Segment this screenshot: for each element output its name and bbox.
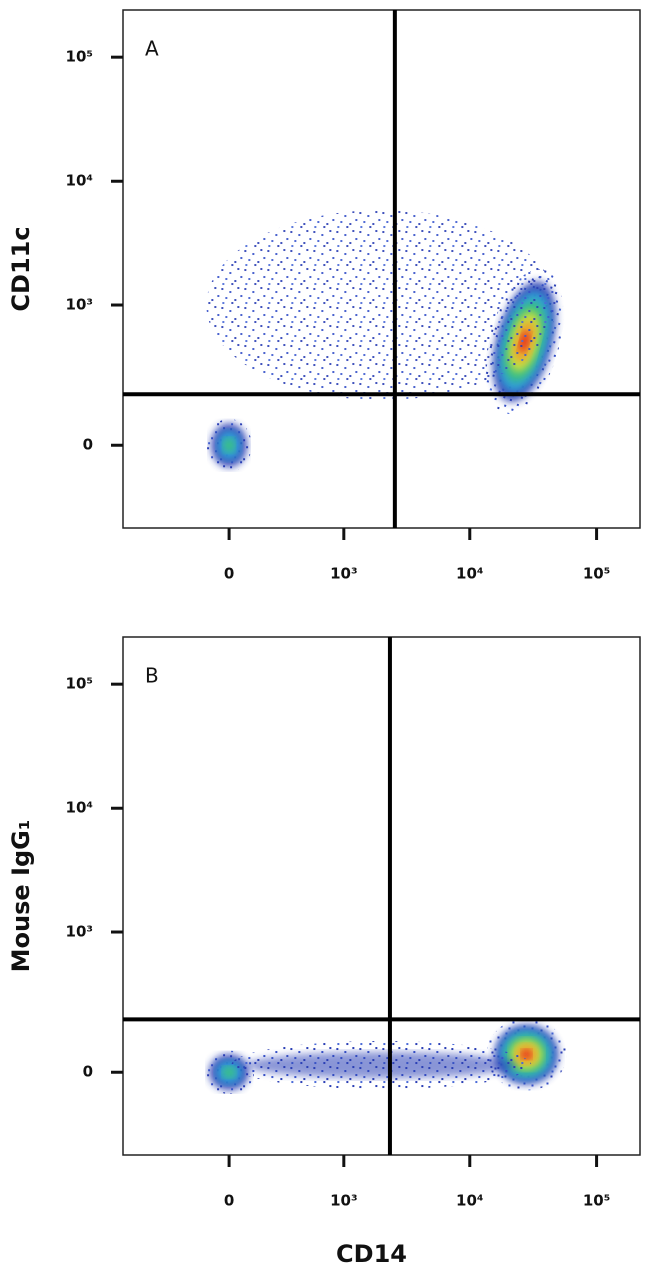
panel-label: A	[145, 37, 159, 61]
y-tick-label: 10⁴	[66, 799, 93, 817]
x-tick-label: 10⁴	[456, 565, 483, 583]
panel: 0 10³ 10⁴ 10⁵ 0 10³ 10⁴ 10⁵ A CD11c	[7, 9, 641, 583]
y-axis-title: CD11c	[7, 226, 35, 311]
population	[206, 210, 557, 401]
x-tick-label: 0	[224, 1192, 234, 1210]
population	[206, 418, 252, 472]
x-tick-label: 10⁵	[583, 1192, 610, 1210]
plot-frame	[122, 636, 641, 1156]
x-tick-label: 10³	[330, 1192, 357, 1210]
y-tick-label: 10⁵	[66, 48, 93, 66]
x-tick-label: 10³	[330, 565, 357, 583]
y-axis-title: Mouse IgG₁	[7, 820, 35, 973]
panel-label: B	[145, 664, 159, 688]
panel: 0 10³ 10⁴ 10⁵ 0 10³ 10⁴ 10⁵ B Mouse IgG₁ CD14	[7, 636, 641, 1268]
y-tick-label: 10³	[66, 923, 93, 941]
x-axis-title: CD14	[336, 1240, 407, 1268]
x-tick-label: 10⁵	[583, 565, 610, 583]
x-tick-label: 10⁴	[456, 1192, 483, 1210]
plot-frame	[122, 9, 641, 529]
y-tick-label: 0	[83, 1063, 93, 1081]
x-tick-label: 0	[224, 565, 234, 583]
y-tick-label: 10³	[66, 296, 93, 314]
y-tick-label: 0	[83, 436, 93, 454]
population	[231, 1041, 532, 1090]
y-tick-label: 10⁵	[66, 675, 93, 693]
y-tick-label: 10⁴	[66, 172, 93, 190]
